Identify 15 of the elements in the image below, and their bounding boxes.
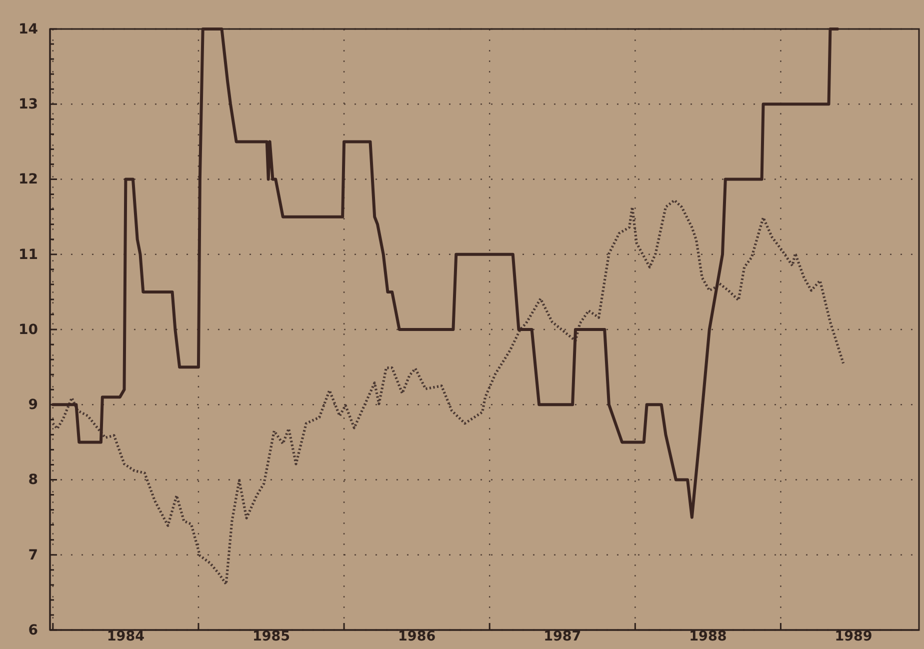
- y-tick-label: 7: [28, 547, 38, 564]
- y-tick-label: 8: [28, 472, 38, 488]
- y-tick-label: 9: [28, 397, 38, 414]
- x-tick-label: 1988: [689, 628, 727, 645]
- x-tick-label: 1984: [106, 628, 144, 645]
- y-tick-label: 12: [18, 172, 38, 188]
- y-tick-label: 10: [18, 322, 38, 338]
- y-tick-label: 13: [18, 96, 38, 113]
- y-tick-label: 6: [28, 622, 38, 638]
- x-tick-label: 1985: [252, 628, 290, 645]
- x-tick-label: 1986: [398, 628, 436, 645]
- y-tick-label: 11: [18, 246, 38, 263]
- x-tick-label: 1989: [834, 628, 872, 645]
- y-tick-label: 14: [18, 21, 38, 38]
- x-tick-label: 1987: [544, 628, 582, 645]
